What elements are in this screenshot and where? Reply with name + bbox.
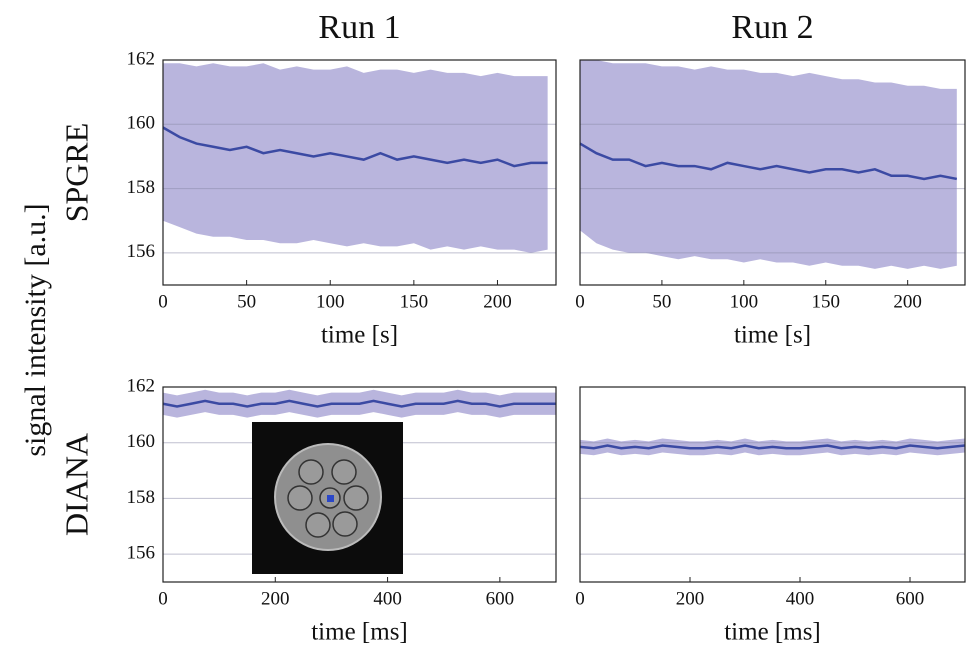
inset-image bbox=[252, 422, 403, 574]
x-axis-label: time [ms] bbox=[724, 619, 821, 646]
x-tick-label: 150 bbox=[400, 291, 429, 312]
x-axis-label: time [s] bbox=[734, 322, 811, 349]
mean-line bbox=[579, 444, 966, 450]
x-tick-label: 0 bbox=[575, 291, 585, 312]
row-label: SPGRE bbox=[58, 123, 94, 223]
x-axis-label: time [s] bbox=[321, 322, 398, 349]
y-tick-label: 160 bbox=[127, 113, 156, 134]
x-tick-label: 400 bbox=[373, 588, 402, 609]
x-tick-label: 600 bbox=[896, 588, 925, 609]
y-tick-label: 160 bbox=[127, 431, 156, 452]
roi-marker bbox=[327, 495, 334, 502]
band bbox=[580, 60, 957, 269]
y-tick-label: 158 bbox=[127, 487, 156, 508]
x-tick-label: 200 bbox=[676, 588, 705, 609]
x-tick-label: 600 bbox=[486, 588, 515, 609]
x-tick-label: 200 bbox=[893, 291, 922, 312]
y-tick-label: 156 bbox=[127, 543, 156, 564]
x-tick-label: 0 bbox=[575, 588, 585, 609]
plot-frame bbox=[579, 386, 966, 583]
x-tick-label: 50 bbox=[652, 291, 671, 312]
x-tick-label: 50 bbox=[237, 291, 256, 312]
y-tick-label: 162 bbox=[127, 375, 156, 396]
x-tick-label: 100 bbox=[316, 291, 345, 312]
mean-line bbox=[579, 142, 958, 181]
phantom-vials bbox=[287, 459, 369, 538]
row-label: DIANA bbox=[58, 433, 94, 536]
y-tick-label: 156 bbox=[127, 241, 156, 262]
x-tick-label: 200 bbox=[261, 588, 290, 609]
x-axis-label: time [ms] bbox=[311, 619, 408, 646]
column-title: Run 1 bbox=[318, 9, 400, 46]
x-tick-label: 400 bbox=[786, 588, 815, 609]
mean-line bbox=[162, 126, 548, 168]
y-tick-label: 158 bbox=[127, 177, 156, 198]
x-tick-label: 200 bbox=[483, 291, 512, 312]
y-axis-label: signal intensity [a.u.] bbox=[19, 203, 52, 456]
plot-frame bbox=[162, 386, 557, 583]
column-title: Run 2 bbox=[731, 9, 813, 46]
plot-frame bbox=[162, 59, 557, 286]
y-tick-label: 162 bbox=[127, 48, 156, 69]
plot-frame bbox=[579, 59, 966, 286]
mean-line bbox=[162, 399, 556, 408]
x-tick-label: 0 bbox=[158, 291, 168, 312]
x-tick-label: 0 bbox=[158, 588, 168, 609]
x-tick-label: 100 bbox=[730, 291, 759, 312]
x-tick-label: 150 bbox=[811, 291, 840, 312]
